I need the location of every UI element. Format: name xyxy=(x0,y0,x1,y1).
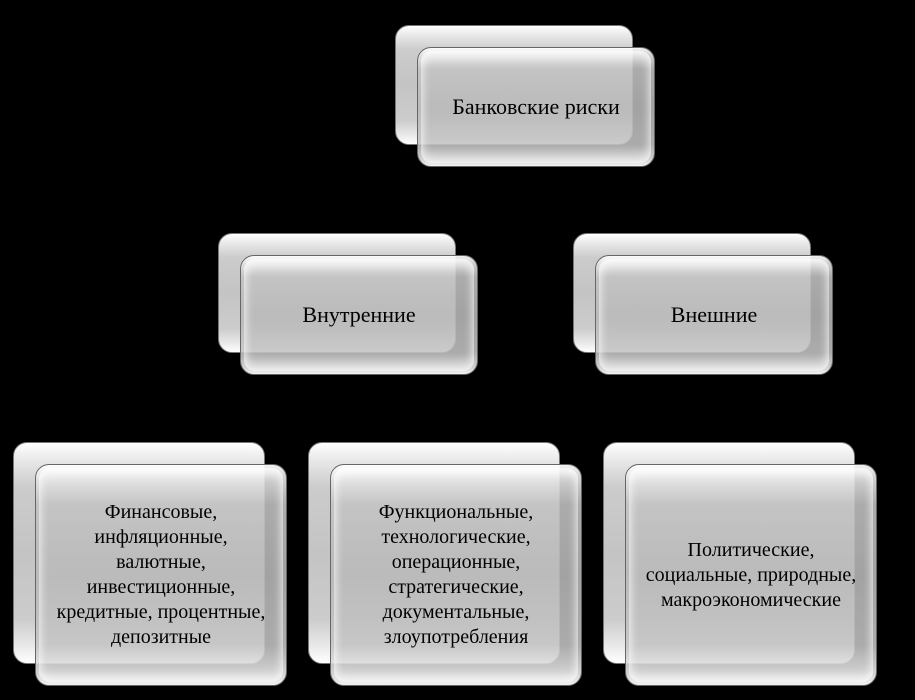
node-leaf1-label: Финансовые, инфляционные, валютные, инве… xyxy=(48,500,274,650)
node-leaf1-box: Финансовые, инфляционные, валютные, инве… xyxy=(35,464,287,686)
node-leaf2-label: Функциональные, технологические, операци… xyxy=(343,500,569,650)
node-outer: Внешние xyxy=(595,255,833,375)
node-inner-label: Внутренние xyxy=(302,301,415,329)
node-root: Банковские риски xyxy=(417,47,655,167)
node-inner-box: Внутренние xyxy=(240,255,478,375)
node-leaf3-box: Политические, социальные, природные, мак… xyxy=(625,464,877,686)
node-leaf3: Политические, социальные, природные, мак… xyxy=(625,464,877,686)
node-leaf3-label: Политические, социальные, природные, мак… xyxy=(638,538,864,613)
node-leaf1: Финансовые, инфляционные, валютные, инве… xyxy=(35,464,287,686)
node-leaf2-box: Функциональные, технологические, операци… xyxy=(330,464,582,686)
node-leaf2: Функциональные, технологические, операци… xyxy=(330,464,582,686)
node-root-box: Банковские риски xyxy=(417,47,655,167)
node-inner: Внутренние xyxy=(240,255,478,375)
node-root-label: Банковские риски xyxy=(452,93,620,121)
node-outer-label: Внешние xyxy=(671,301,757,329)
node-outer-box: Внешние xyxy=(595,255,833,375)
